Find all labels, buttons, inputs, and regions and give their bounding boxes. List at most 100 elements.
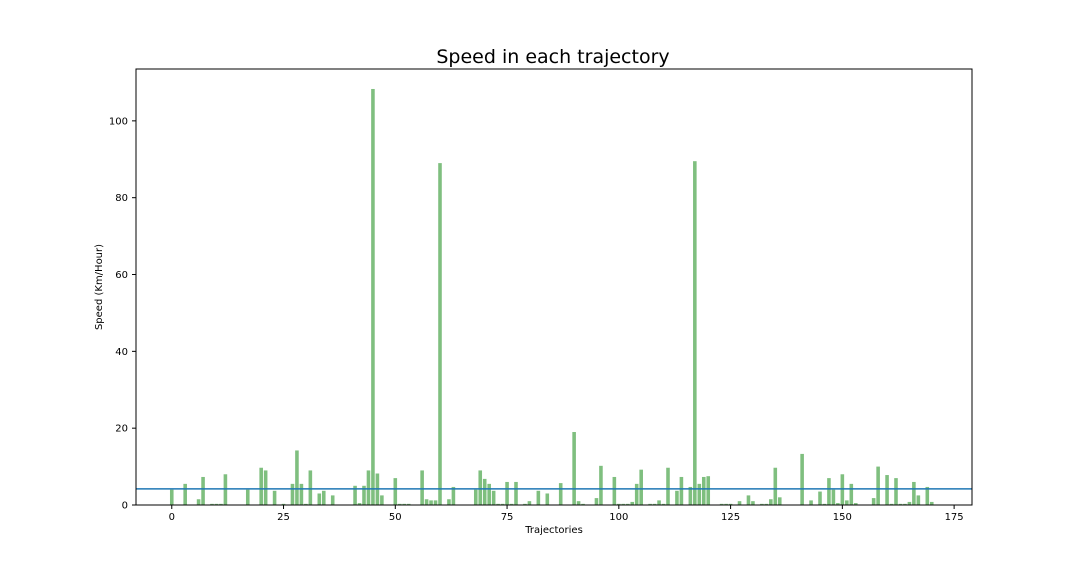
- bar-147: [827, 478, 831, 505]
- bar-28: [295, 450, 299, 505]
- bar-148: [831, 489, 836, 505]
- bar-99: [612, 476, 617, 505]
- bar-44: [366, 470, 371, 505]
- bar-105: [639, 469, 643, 505]
- bar-69: [478, 470, 483, 505]
- bar-149: [836, 503, 840, 505]
- bar-9: [210, 503, 214, 505]
- x-tick-label-0: 0: [169, 512, 175, 523]
- bar-25: [281, 503, 286, 505]
- x-tick-label-100: 100: [609, 512, 628, 523]
- bar-152: [849, 483, 854, 505]
- y-tick-label-80: 80: [115, 193, 128, 204]
- bar-108: [652, 503, 657, 505]
- bar-75: [505, 481, 509, 505]
- bar-11: [219, 503, 223, 505]
- bar-143: [809, 500, 813, 505]
- bar-6: [196, 499, 201, 505]
- bar-36: [330, 495, 335, 505]
- bar-132: [760, 503, 764, 505]
- bar-104: [634, 483, 639, 505]
- bar-77: [514, 481, 518, 505]
- bar-114: [679, 476, 684, 505]
- bar-29: [299, 483, 304, 505]
- bar-120: [706, 476, 711, 505]
- bar-165: [907, 501, 912, 505]
- x-tick-label-25: 25: [277, 512, 290, 523]
- bar-56: [420, 470, 424, 505]
- bar-163: [898, 503, 903, 505]
- y-tick-label-40: 40: [115, 347, 128, 358]
- x-axis: 0 25 50 75 100 125 150 175: [169, 505, 964, 523]
- bar-45: [371, 88, 375, 505]
- x-tick-label-175: 175: [945, 512, 964, 523]
- bar-3: [183, 483, 187, 505]
- bar-84: [545, 493, 550, 505]
- bar-70: [482, 478, 487, 505]
- bar-170: [929, 501, 934, 505]
- y-tick-label-20: 20: [115, 424, 128, 435]
- bar-164: [903, 503, 907, 505]
- bar-141: [800, 453, 804, 505]
- y-tick-label-0: 0: [122, 501, 128, 512]
- bar-100: [617, 503, 621, 505]
- bar-162: [894, 478, 898, 505]
- bar-71: [487, 483, 491, 505]
- bar-157: [871, 498, 876, 505]
- bar-0: [169, 489, 174, 505]
- bar-17: [245, 489, 250, 505]
- bar-53: [406, 503, 411, 505]
- bar-90: [572, 432, 576, 505]
- bar-136: [777, 497, 782, 505]
- bar-87: [558, 483, 563, 505]
- bar-135: [773, 467, 778, 505]
- bar-118: [697, 483, 702, 505]
- bar-111: [666, 467, 670, 505]
- bar-145: [818, 491, 822, 505]
- x-tick-label-150: 150: [833, 512, 852, 523]
- bar-151: [845, 500, 849, 505]
- bar-57: [424, 499, 429, 505]
- plot-frame: [135, 68, 973, 506]
- x-tick-label-125: 125: [721, 512, 740, 523]
- bar-27: [290, 483, 295, 505]
- bar-82: [536, 490, 541, 505]
- bar-167: [916, 495, 921, 505]
- bar-153: [853, 503, 858, 505]
- bar-34: [321, 490, 326, 505]
- bar-101: [621, 503, 626, 505]
- bar-43: [362, 485, 366, 505]
- bar-91: [576, 501, 581, 505]
- bar-21: [263, 470, 268, 505]
- bar-63: [451, 486, 456, 505]
- bar-79: [523, 503, 527, 505]
- bar-124: [724, 503, 728, 505]
- bar-72: [491, 490, 496, 505]
- y-axis: 0 20 40 60 80 100: [109, 116, 136, 512]
- y-tick-label-100: 100: [109, 116, 128, 127]
- bar-50: [393, 478, 398, 505]
- bar-59: [433, 500, 438, 505]
- bar-41: [353, 485, 357, 505]
- bar-109: [657, 500, 661, 505]
- bar-103: [630, 501, 635, 505]
- bar-133: [764, 503, 769, 505]
- bar-76: [509, 503, 514, 505]
- bar-129: [746, 495, 751, 505]
- bar-60: [438, 163, 442, 506]
- bar-130: [751, 501, 755, 505]
- bar-127: [737, 501, 742, 505]
- bar-47: [380, 495, 384, 505]
- bar-92: [581, 503, 585, 505]
- x-axis-label: Trajectories: [524, 525, 583, 536]
- bar-107: [648, 503, 652, 505]
- bar-31: [308, 470, 313, 505]
- bar-10: [214, 503, 219, 505]
- bar-20: [259, 467, 263, 505]
- x-tick-label-75: 75: [501, 512, 514, 523]
- bar-58: [429, 500, 433, 505]
- bar-96: [599, 465, 603, 505]
- bar-74: [500, 503, 505, 505]
- bar-113: [675, 490, 679, 505]
